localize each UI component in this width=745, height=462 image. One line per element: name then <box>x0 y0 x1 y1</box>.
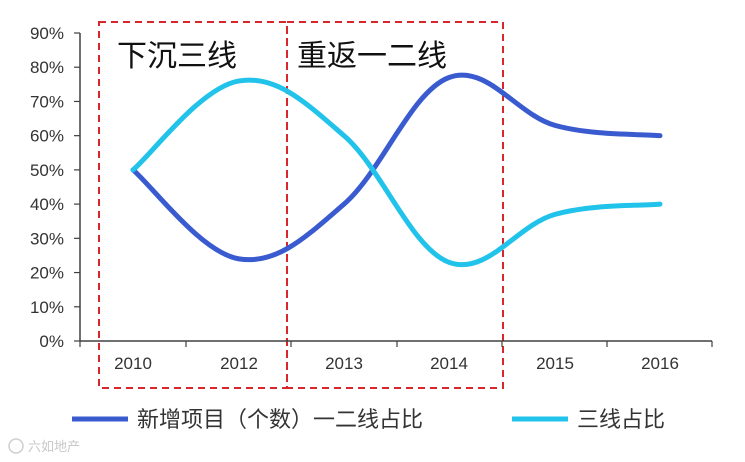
y-tick-label: 20% <box>30 264 64 283</box>
watermark: 六如地产 <box>8 438 80 455</box>
x-tick-label: 2013 <box>325 354 363 373</box>
watermark-text: 六如地产 <box>28 439 80 455</box>
y-tick-label: 60% <box>30 127 64 146</box>
y-tick-label: 10% <box>30 298 64 317</box>
annotation-box-returning <box>286 21 504 389</box>
y-tick-label: 30% <box>30 229 64 248</box>
y-tick-label: 40% <box>30 195 64 214</box>
x-tick-label: 2014 <box>430 354 468 373</box>
legend-label-third-tier: 三线占比 <box>577 408 665 433</box>
annotation-returning: 重返一二线 <box>297 39 447 74</box>
watermark-logo-icon <box>8 438 24 454</box>
annotation-sinking: 下沉三线 <box>117 39 237 74</box>
annotation-box-sinking <box>98 21 288 389</box>
y-tick-label: 0% <box>39 332 64 351</box>
legend: 新增项目（个数）一二线占比 三线占比 <box>72 408 665 433</box>
y-tick-label: 90% <box>30 24 64 43</box>
y-tick-label: 50% <box>30 161 64 180</box>
legend-label-first-second-tier: 新增项目（个数）一二线占比 <box>137 408 423 433</box>
y-tick-label: 80% <box>30 58 64 77</box>
series-line-first-second-tier <box>130 72 663 263</box>
series-line-third-tier <box>130 77 663 268</box>
y-tick-label: 70% <box>30 92 64 111</box>
x-tick-label: 2015 <box>536 354 574 373</box>
x-tick-label: 2010 <box>114 354 152 373</box>
x-tick-label: 2012 <box>220 354 258 373</box>
x-tick-label: 2016 <box>641 354 679 373</box>
